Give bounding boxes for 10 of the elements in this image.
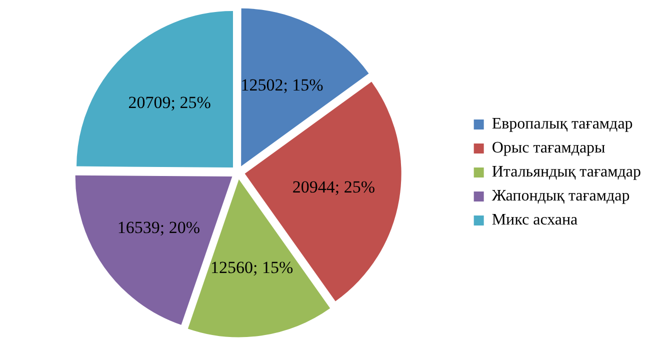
data-label: 20944; 25% bbox=[292, 178, 375, 197]
data-label: 12560; 15% bbox=[210, 258, 294, 277]
data-label: 20709; 25% bbox=[128, 93, 211, 112]
data-label: 16539; 20% bbox=[117, 218, 200, 238]
legend-label: Орыс тағамдары bbox=[492, 140, 606, 157]
legend-label: Итальяндық тағамдар bbox=[492, 164, 641, 181]
legend-label: Европалық тағамдар bbox=[492, 116, 633, 133]
legend-label: Микс асхана bbox=[492, 212, 578, 229]
legend-label: Жапондық тағамдар bbox=[492, 188, 630, 205]
data-label: 12502; 15% bbox=[240, 76, 324, 95]
